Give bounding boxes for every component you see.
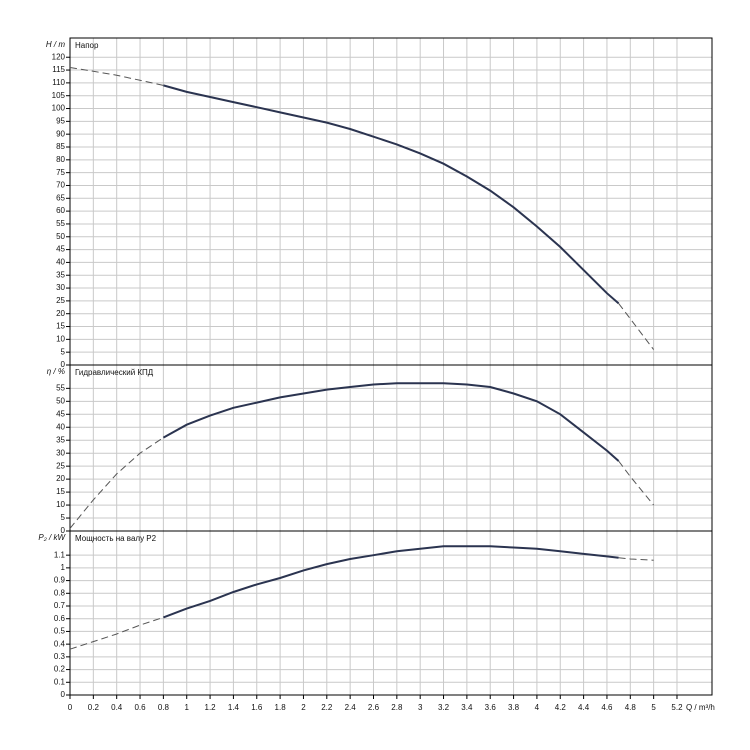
curve-line	[163, 84, 620, 305]
x-tick-label: 0	[68, 703, 73, 712]
curve-line	[69, 557, 654, 650]
y-tick-label: 55	[56, 219, 65, 228]
panel-title: Мощность на валу P2	[75, 534, 157, 543]
x-tick-label: 3.6	[485, 703, 497, 712]
y-tick-label: 0.9	[54, 576, 66, 585]
x-tick-label: 0.2	[88, 703, 100, 712]
y-tick-label: 5	[61, 347, 66, 356]
y-tick-label: 105	[52, 91, 66, 100]
y-tick-label: 15	[56, 487, 65, 496]
y-tick-label: 20	[56, 474, 65, 483]
y-tick-label: 110	[52, 78, 65, 87]
y-tick-label: 5	[61, 513, 66, 522]
x-tick-label: 0.6	[134, 703, 146, 712]
plot-frame	[69, 364, 713, 532]
y-tick-label: 65	[56, 193, 65, 202]
x-tick-label: 4.6	[601, 703, 613, 712]
x-tick-label: 1	[185, 703, 190, 712]
y-tick-label: 115	[52, 65, 65, 74]
y-tick-label: 120	[52, 52, 66, 61]
curve-line	[69, 437, 654, 529]
y-tick-label: 25	[56, 461, 65, 470]
x-tick-label: 1.6	[251, 703, 263, 712]
y-tick-label: 40	[56, 258, 65, 267]
y-axis-label: H / m	[46, 40, 65, 49]
x-tick-label: 2.4	[345, 703, 357, 712]
y-axis-label: η / %	[47, 367, 65, 376]
y-tick-label: 0.8	[54, 588, 66, 597]
y-tick-label: 0.4	[54, 639, 66, 648]
y-tick-label: 30	[56, 283, 65, 292]
y-tick-label: 0.2	[54, 665, 66, 674]
curve-line	[69, 67, 654, 350]
panel-title: Гидравлический КПД	[75, 368, 154, 377]
y-tick-label: 50	[56, 232, 65, 241]
x-tick-label: 1.2	[205, 703, 217, 712]
x-tick-label: 2.2	[321, 703, 333, 712]
x-tick-label: 4.8	[625, 703, 637, 712]
x-tick-label: 3.4	[461, 703, 473, 712]
x-tick-label: 2.8	[391, 703, 403, 712]
x-tick-label: 5	[651, 703, 656, 712]
x-tick-label: 4.4	[578, 703, 590, 712]
x-tick-label: 4	[535, 703, 540, 712]
x-tick-label: 4.2	[555, 703, 567, 712]
y-tick-label: 0.3	[54, 652, 66, 661]
y-tick-label: 35	[56, 435, 65, 444]
x-tick-label: 1.4	[228, 703, 240, 712]
x-tick-label: 5.2	[671, 703, 683, 712]
x-tick-label: 0.8	[158, 703, 170, 712]
y-tick-label: 10	[56, 500, 65, 509]
y-tick-label: 15	[56, 322, 65, 331]
y-tick-label: 95	[56, 116, 65, 125]
y-tick-label: 0	[61, 360, 66, 369]
x-tick-label: 3.8	[508, 703, 520, 712]
y-axis-label: P₂ / kW	[38, 533, 66, 542]
y-tick-label: 75	[56, 168, 65, 177]
plot-frame	[69, 530, 713, 696]
y-tick-label: 0.1	[54, 677, 66, 686]
y-tick-label: 70	[56, 181, 65, 190]
y-tick-label: 0.5	[54, 627, 66, 636]
y-tick-label: 0	[61, 690, 66, 699]
y-tick-label: 0.7	[54, 601, 66, 610]
y-tick-label: 40	[56, 422, 65, 431]
y-tick-label: 1	[61, 563, 66, 572]
y-tick-label: 20	[56, 309, 65, 318]
y-tick-label: 55	[56, 383, 65, 392]
x-tick-label: 1.8	[275, 703, 287, 712]
y-tick-label: 90	[56, 129, 65, 138]
y-tick-label: 0	[61, 526, 66, 535]
x-axis-label: Q / m³/h	[686, 703, 715, 712]
y-tick-label: 45	[56, 409, 65, 418]
x-tick-label: 2.6	[368, 703, 380, 712]
x-tick-label: 3.2	[438, 703, 450, 712]
y-tick-label: 100	[52, 104, 66, 113]
y-tick-label: 30	[56, 448, 65, 457]
panel-title: Напор	[75, 41, 99, 50]
x-tick-label: 2	[301, 703, 306, 712]
x-tick-label: 3	[418, 703, 423, 712]
y-tick-label: 35	[56, 270, 65, 279]
y-tick-label: 60	[56, 206, 65, 215]
y-tick-label: 45	[56, 245, 65, 254]
y-tick-label: 1.1	[54, 550, 66, 559]
curve-line	[162, 382, 620, 462]
y-tick-label: 25	[56, 296, 65, 305]
x-tick-label: 0.4	[111, 703, 123, 712]
y-tick-label: 85	[56, 142, 65, 151]
curve-line	[163, 545, 619, 619]
y-tick-label: 10	[56, 334, 65, 343]
y-tick-label: 0.6	[54, 614, 66, 623]
y-tick-label: 80	[56, 155, 65, 164]
y-tick-label: 50	[56, 396, 65, 405]
